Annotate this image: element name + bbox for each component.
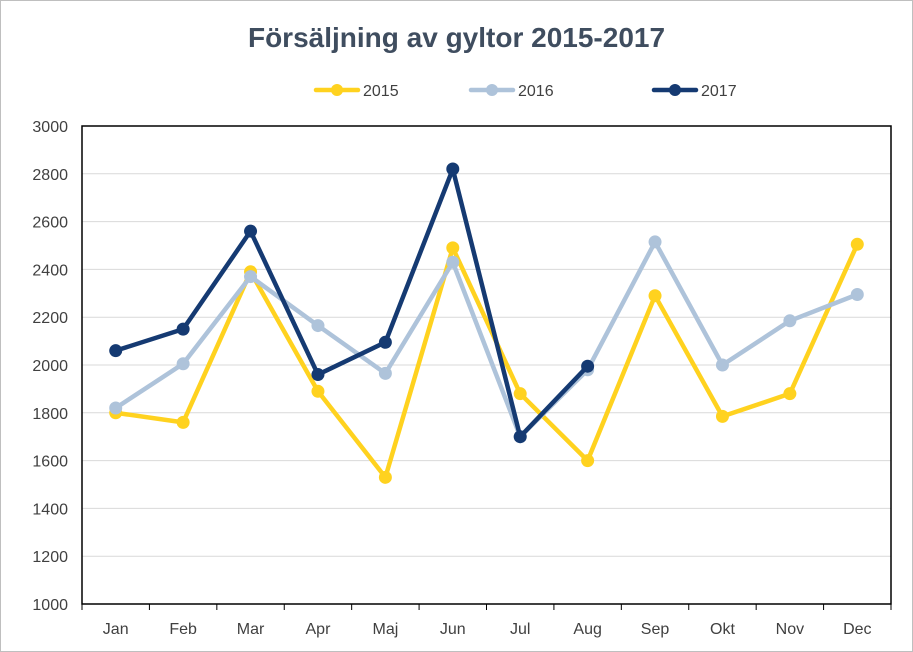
y-tick-label: 2200 (32, 310, 68, 327)
x-tick-label: Jul (510, 621, 530, 638)
legend-swatch-marker (331, 84, 343, 96)
data-point-2015-Okt (715, 409, 729, 423)
x-tick-label: Mar (237, 621, 265, 638)
x-tick-label: Feb (169, 621, 197, 638)
data-point-2015-Sep (648, 289, 662, 303)
legend-item-2017: 2017 (651, 83, 737, 100)
chart-title: Försäljning av gyltor 2015-2017 (247, 22, 666, 53)
data-point-2015-Apr (311, 384, 325, 398)
data-point-2016-Nov (783, 314, 797, 328)
y-tick-label: 1400 (32, 501, 68, 518)
x-tick-label: Apr (306, 621, 332, 638)
data-point-2015-Aug (581, 454, 595, 468)
data-point-2016-Sep (648, 235, 662, 249)
data-point-2017-Mar (244, 224, 258, 238)
data-point-2015-Jul (513, 387, 527, 401)
data-point-2015-Maj (378, 470, 392, 484)
x-tick-label: Nov (776, 621, 804, 638)
data-point-2016-Jun (446, 255, 460, 269)
x-tick-label: Maj (372, 621, 398, 638)
y-tick-label: 1600 (32, 454, 68, 471)
data-point-2016-Maj (378, 366, 392, 380)
data-point-2016-Apr (311, 319, 325, 333)
axes: 1000 1200 1400 1600 1800 2000 2200 2400 2600 2800… (32, 119, 892, 638)
data-point-2016-Feb (176, 357, 190, 371)
legend: 2015 2016 2017 (313, 83, 737, 100)
legend-swatch-marker (486, 84, 498, 96)
legend-item-2016: 2016 (468, 83, 554, 100)
series-line-2016 (113, 239, 860, 439)
x-tick-label: Sep (641, 621, 670, 638)
data-point-2017-Apr (311, 368, 325, 382)
series-line-2017 (113, 166, 590, 439)
data-point-2015-Feb (176, 415, 190, 429)
legend-swatch-marker (669, 84, 681, 96)
data-point-2017-Jul (513, 430, 527, 444)
legend-label: 2015 (363, 83, 399, 100)
x-tick-label: Aug (573, 621, 601, 638)
legend-label: 2017 (701, 83, 737, 100)
data-point-2015-Jun (446, 241, 460, 255)
data-point-2017-Jun (446, 162, 460, 176)
y-tick-label: 2800 (32, 167, 68, 184)
x-tick-label: Jun (440, 621, 466, 638)
y-tick-label: 2400 (32, 262, 68, 279)
gridlines (82, 173, 891, 557)
y-tick-label: 2600 (32, 215, 68, 232)
series-lines (109, 162, 864, 484)
data-point-2015-Dec (850, 237, 864, 251)
data-point-2016-Mar (244, 270, 258, 284)
data-point-2017-Jan (109, 344, 123, 358)
series-2017 (109, 162, 595, 444)
y-tick-label: 1000 (32, 597, 68, 614)
y-tick-label: 2000 (32, 358, 68, 375)
data-point-2017-Maj (378, 335, 392, 349)
y-tick-label: 1200 (32, 549, 68, 566)
data-point-2017-Aug (581, 359, 595, 373)
data-point-2015-Nov (783, 387, 797, 401)
x-tick-label: Dec (843, 621, 871, 638)
y-tick-label: 3000 (32, 119, 68, 136)
series-line-2015 (113, 242, 860, 480)
legend-label: 2016 (518, 83, 554, 100)
data-point-2016-Dec (850, 287, 864, 301)
data-point-2016-Okt (715, 358, 729, 372)
legend-item-2015: 2015 (313, 83, 399, 100)
x-tick-label: Jan (103, 621, 129, 638)
x-tick-label: Okt (710, 621, 735, 638)
data-point-2017-Feb (176, 322, 190, 336)
y-tick-label: 1800 (32, 406, 68, 423)
data-point-2016-Jan (109, 401, 123, 415)
